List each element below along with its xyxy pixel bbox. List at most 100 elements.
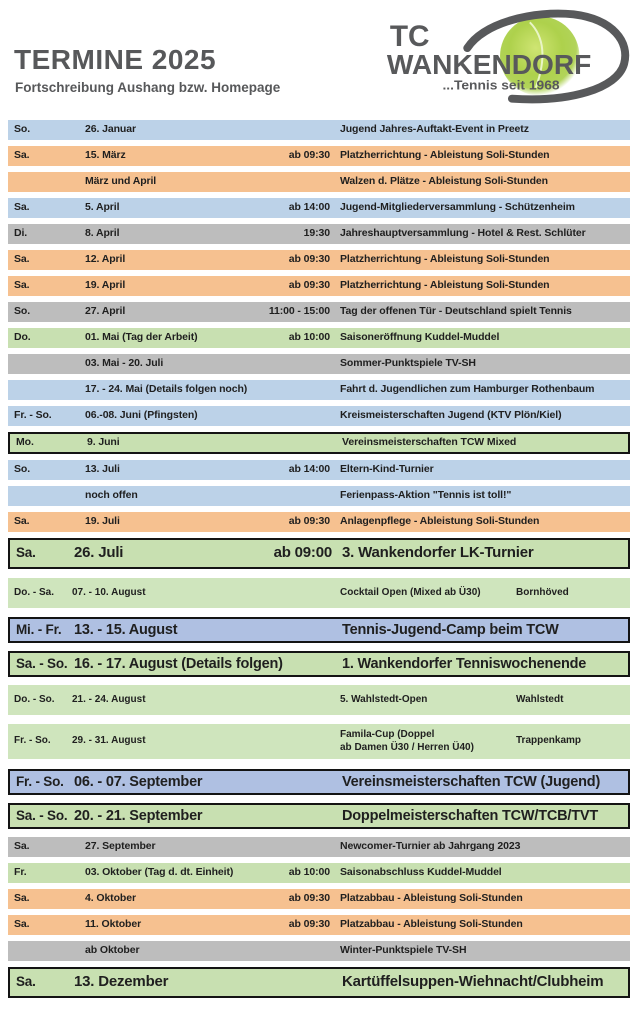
schedule-row: Mi. - Fr. 13. - 15. August Tennis-Jugend-C… (8, 617, 630, 643)
schedule-row: Fr. 03. Oktober (Tag d. dt. Einheit) ab 10… (8, 863, 630, 883)
row-location: Trappenkamp (516, 735, 582, 747)
row-event: Kreismeisterschaften Jugend (KTV Plön/Ki… (340, 409, 562, 422)
row-event: Vereinsmeisterschaften TCW Mixed (342, 436, 517, 449)
row-time: ab 09:30 (288, 253, 330, 266)
schedule-row: 03. Mai - 20. Juli Sommer-Punktspiele TV-… (8, 354, 630, 374)
row-day: Do. - So. (14, 693, 55, 705)
row-day: Sa. (14, 253, 30, 266)
schedule-row: Sa. 12. April ab 09:30 Platzherrichtung - A… (8, 250, 630, 270)
row-day: Di. (14, 227, 28, 240)
schedule-row: noch offen Ferienpass-Aktion "Tennis ist … (8, 486, 630, 506)
row-event: Tag der offenen Tür - Deutschland spielt… (340, 305, 572, 318)
schedule-row: Sa. 4. Oktober ab 09:30 Platzabbau - Ableis… (8, 889, 630, 909)
row-day: So. (14, 305, 31, 318)
row-date: 12. April (85, 253, 126, 266)
schedule-row: Fr. - So. 06.-08. Juni (Pfingsten) Kreisme… (8, 406, 630, 426)
row-time: ab 14:00 (288, 463, 330, 476)
schedule-row: Do. - So. 21. - 24. August 5. Wahlstedt-Op… (8, 685, 630, 715)
row-event: Eltern-Kind-Turnier (340, 463, 434, 476)
row-date: 21. - 24. August (72, 693, 146, 705)
swoosh-icon (463, 9, 630, 104)
row-date: 13. - 15. August (74, 621, 178, 638)
schedule-row: Sa. 19. April ab 09:30 Platzherrichtung - A… (8, 276, 630, 296)
row-event: Kartüffelsuppen-Wiehnacht/Clubheim (342, 973, 604, 991)
row-date: 13. Dezember (74, 973, 169, 991)
logo-line1: TC (390, 20, 430, 53)
row-date: 20. - 21. September (74, 807, 203, 824)
row-date: 8. April (85, 227, 120, 240)
page-title: TERMINE 2025 (14, 44, 217, 75)
schedule-row: Fr. - So. 06. - 07. September Vereinsmeist… (8, 769, 630, 795)
row-event: Saisoneröffnung Kuddel-Muddel (340, 331, 500, 344)
schedule-row: So. 26. Januar Jugend Jahres-Auftakt-Event… (8, 120, 630, 140)
row-time: ab 10:00 (288, 866, 330, 879)
schedule-row: Sa. 5. April ab 14:00 Jugend-Mitgliedervers… (8, 198, 630, 218)
row-event: Jahreshauptversammlung - Hotel & Rest. S… (340, 227, 586, 240)
row-date: 19. April (85, 279, 126, 292)
row-event: Vereinsmeisterschaften TCW (Jugend) (342, 773, 601, 790)
schedule-row: Sa. - So. 16. - 17. August (Details folge… (8, 651, 630, 677)
row-time: ab 09:30 (288, 892, 330, 905)
row-event: Doppelmeisterschaften TCW/TCB/TVT (342, 807, 599, 824)
row-location: Wahlstedt (516, 693, 564, 705)
row-day: Sa. (14, 840, 30, 853)
row-date: ab Oktober (85, 944, 140, 957)
schedule-row: Sa. - So. 20. - 21. September Doppelmeiste… (8, 803, 630, 829)
row-event: Famila-Cup (Doppel ab Damen Ü30 / Herren… (340, 729, 474, 753)
row-day: Mi. - Fr. (16, 621, 62, 637)
row-day: Do. (14, 331, 31, 344)
row-date: 4. Oktober (85, 892, 136, 905)
row-day: So. (14, 123, 31, 136)
row-day: Fr. - So. (16, 773, 64, 789)
row-date: noch offen (85, 489, 138, 502)
row-date: 16. - 17. August (Details folgen) (74, 655, 283, 672)
row-event: Jugend Jahres-Auftakt-Event in Preetz (340, 123, 529, 136)
schedule-row: Sa. 27. September Newcomer-Turnier ab Jahr… (8, 837, 630, 857)
logo-tagline: ...Tennis seit 1968 (442, 78, 559, 93)
row-event: 3. Wankendorfer LK-Turnier (342, 544, 534, 562)
schedule-row: 17. - 24. Mai (Details folgen noch) Fahrt… (8, 380, 630, 400)
schedule-row: März und April Walzen d. Plätze - Ableist… (8, 172, 630, 192)
row-date: 07. - 10. August (72, 586, 146, 598)
row-date: 01. Mai (Tag der Arbeit) (85, 331, 198, 344)
row-day: Sa. (14, 918, 30, 931)
row-day: Sa. (14, 201, 30, 214)
row-event: Walzen d. Plätze - Ableistung Soli-Stund… (340, 175, 548, 188)
row-event: Fahrt d. Jugendlichen zum Hamburger Roth… (340, 383, 595, 396)
row-event: Saisonabschluss Kuddel-Muddel (340, 866, 502, 879)
schedule-row: So. 13. Juli ab 14:00 Eltern-Kind-Turnier (8, 460, 630, 480)
tennis-ball-icon (500, 16, 580, 96)
row-event: Platzherrichtung - Ableistung Soli-Stund… (340, 279, 550, 292)
row-event: Platzabbau - Ableistung Soli-Stunden (340, 918, 523, 931)
row-date: 27. April (85, 305, 126, 318)
row-date: 26. Januar (85, 123, 136, 136)
row-date: 13. Juli (85, 463, 120, 476)
logo-line2: WANKENDORF (387, 49, 591, 80)
row-event: Sommer-Punktspiele TV-SH (340, 357, 476, 370)
row-date: 06.-08. Juni (Pfingsten) (85, 409, 198, 422)
row-event: Winter-Punktspiele TV-SH (340, 944, 467, 957)
row-date: 19. Juli (85, 515, 120, 528)
row-event: Platzherrichtung - Ableistung Soli-Stund… (340, 149, 550, 162)
tennis-ball-seam-icon (529, 21, 544, 89)
row-day: Sa. (14, 515, 30, 528)
schedule-row: ab Oktober Winter-Punktspiele TV-SH (8, 941, 630, 961)
schedule-row: Mo. 9. Juni Vereinsmeisterschaften TCW Mix… (8, 432, 630, 454)
club-logo: TC WANKENDORF ...Tennis seit 1968 (387, 9, 630, 104)
page-subtitle: Fortschreibung Aushang bzw. Homepage (15, 80, 281, 95)
schedule-row: So. 27. April 11:00 - 15:00 Tag der offenen… (8, 302, 630, 322)
row-event: Platzherrichtung - Ableistung Soli-Stund… (340, 253, 550, 266)
row-event: Tennis-Jugend-Camp beim TCW (342, 621, 559, 638)
row-event: Newcomer-Turnier ab Jahrgang 2023 (340, 840, 521, 853)
row-time: ab 09:30 (288, 918, 330, 931)
schedule-row: Do. 01. Mai (Tag der Arbeit) ab 10:00 Saiso… (8, 328, 630, 348)
row-event: Anlagenpflege - Ableistung Soli-Stunden (340, 515, 540, 528)
row-day: Fr. - So. (14, 409, 52, 422)
row-date: 27. September (85, 840, 156, 853)
row-event: Platzabbau - Ableistung Soli-Stunden (340, 892, 523, 905)
row-day: Sa. (14, 279, 30, 292)
row-date: 9. Juni (87, 436, 120, 449)
row-time: ab 09:30 (288, 515, 330, 528)
row-day: So. (14, 463, 31, 476)
